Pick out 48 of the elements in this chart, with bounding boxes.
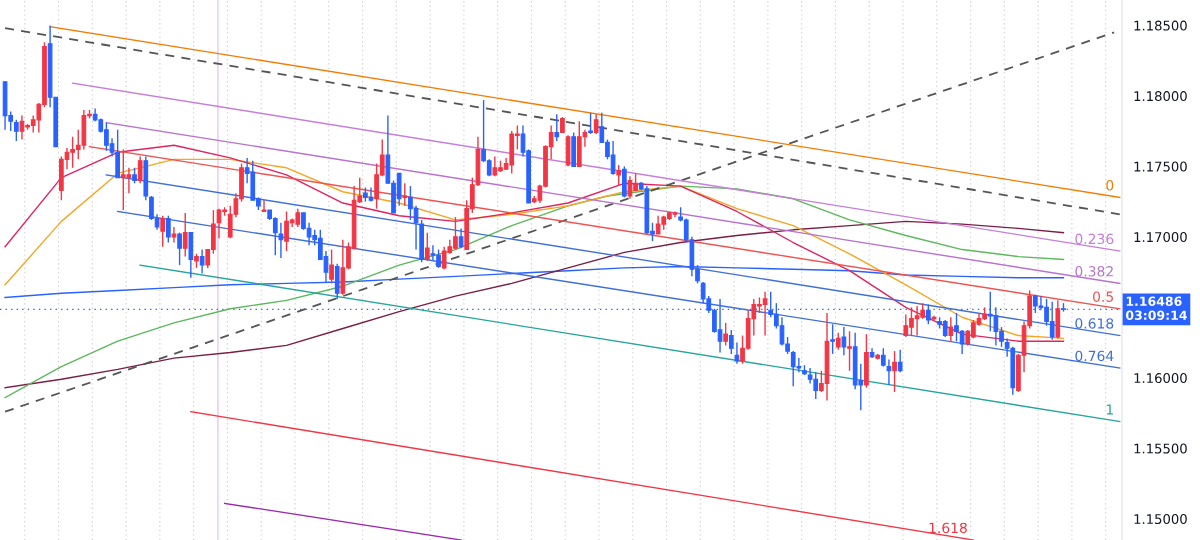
candlestick [723, 322, 729, 347]
y-tick-label: 1.18500 [1134, 20, 1187, 31]
candlestick [261, 199, 267, 213]
candlestick [13, 119, 19, 142]
ref-line-label: 1.16486 03:09:14 [1125, 296, 1187, 320]
series-label: 0.236 [1075, 233, 1114, 245]
candlestick [925, 303, 931, 325]
y-tick-label: 1.15500 [1134, 443, 1187, 454]
y-tick-label: 1.16000 [1134, 373, 1187, 384]
candlestick [137, 155, 143, 184]
y-tick-label: 1.15000 [1134, 514, 1187, 525]
candlestick [948, 316, 954, 342]
candlestick [165, 215, 171, 244]
candlestick [897, 348, 903, 373]
candlestick [278, 222, 284, 259]
series-label: 0.764 [1075, 350, 1114, 362]
candlestick [182, 212, 188, 258]
candlestick [841, 326, 847, 356]
series-label: 0 [1106, 180, 1114, 191]
y-tick-label: 1.17500 [1134, 161, 1187, 172]
candlestick [847, 330, 852, 372]
y-tick-label: 1.18000 [1134, 91, 1187, 102]
candlestick [160, 215, 166, 248]
y-tick-label: 1.17000 [1134, 232, 1187, 243]
candlestick [177, 231, 182, 266]
candlestick [588, 112, 593, 135]
series-label: 0.618 [1075, 318, 1114, 329]
series-label: 1.618 [929, 522, 967, 534]
candlestick [830, 323, 835, 355]
candlestick [402, 182, 408, 207]
candlestick [616, 164, 622, 187]
line-series [4, 185, 1065, 399]
series-label: 1 [1106, 404, 1113, 415]
candlestick [886, 358, 892, 386]
series-label: 0.382 [1075, 266, 1113, 277]
candlestick [593, 113, 599, 135]
candlestick [892, 350, 897, 393]
candlestick [554, 113, 560, 142]
candlestick [458, 227, 464, 249]
series-label: 0.5 [1093, 291, 1113, 302]
candlestick [329, 248, 334, 285]
line-series [4, 220, 1065, 389]
candlestick [424, 231, 430, 262]
candlestick [734, 341, 740, 365]
candlestick [880, 347, 886, 368]
candlestick [728, 329, 734, 355]
candlestick [171, 226, 177, 244]
candlestick [199, 248, 205, 275]
